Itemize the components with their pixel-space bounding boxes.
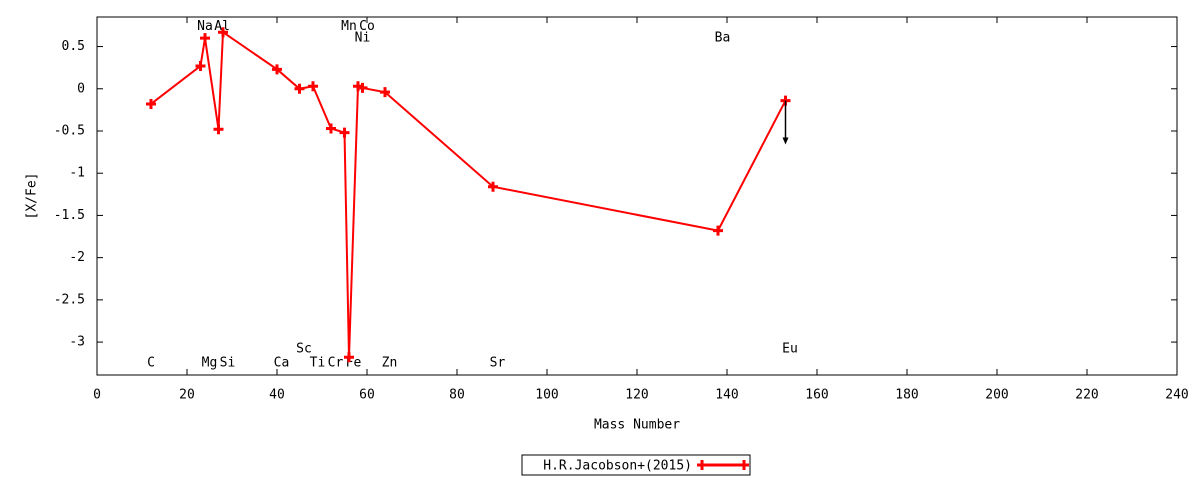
point-marker <box>200 33 210 44</box>
element-label: Eu <box>782 341 798 356</box>
x-tick-label: 140 <box>715 388 738 403</box>
element-label: Mg <box>202 356 218 371</box>
element-label: Na <box>197 19 213 34</box>
x-tick-label: 180 <box>895 388 918 403</box>
point-marker <box>488 181 498 192</box>
y-tick-label: -3 <box>69 335 85 350</box>
legend-label: H.R.Jacobson+(2015) <box>543 459 692 474</box>
element-label: Ca <box>274 356 290 371</box>
x-tick-label: 160 <box>805 388 828 403</box>
y-tick-label: -1.5 <box>54 208 85 223</box>
element-label: Ni <box>355 31 371 46</box>
x-tick-label: 0 <box>93 388 101 403</box>
element-label: Sc <box>296 341 312 356</box>
series-line <box>150 30 787 358</box>
x-tick-label: 240 <box>1165 388 1188 403</box>
point-marker <box>357 82 368 93</box>
point-marker <box>339 127 350 138</box>
element-label: Sr <box>490 356 506 371</box>
x-tick-label: 100 <box>535 388 558 403</box>
point-marker <box>326 123 336 134</box>
x-tick-label: 80 <box>449 388 465 403</box>
point-marker <box>380 87 390 98</box>
y-axis-label: [X/Fe] <box>25 173 40 220</box>
y-tick-label: -1 <box>69 166 85 181</box>
x-tick-label: 60 <box>359 388 375 403</box>
element-label: Co <box>359 19 375 34</box>
point-marker <box>272 64 282 75</box>
y-tick-label: 0 <box>77 81 85 96</box>
point-marker <box>195 60 206 71</box>
plot-frame <box>96 16 1178 376</box>
x-tick-label: 40 <box>269 388 285 403</box>
element-label: Al <box>214 19 230 34</box>
element-label: Cr <box>328 356 344 371</box>
x-tick-label: 20 <box>179 388 195 403</box>
element-label: Zn <box>382 356 398 371</box>
point-marker <box>697 460 707 470</box>
y-tick-label: 0.5 <box>62 39 85 54</box>
element-label: Ti <box>310 356 326 371</box>
point-marker <box>739 460 749 470</box>
point-marker <box>294 83 305 94</box>
x-axis-label: Mass Number <box>594 418 680 433</box>
point-marker <box>713 225 723 236</box>
arrow-head <box>782 137 789 145</box>
x-tick-label: 220 <box>1075 388 1098 403</box>
x-tick-label: 200 <box>985 388 1008 403</box>
y-tick-label: -0.5 <box>54 123 85 138</box>
x-tick-label: 120 <box>625 388 648 403</box>
element-label: Ba <box>715 31 731 46</box>
point-marker <box>213 124 224 135</box>
y-tick-label: -2 <box>69 250 85 265</box>
point-marker <box>218 27 228 38</box>
element-label: C <box>147 356 155 371</box>
point-marker <box>344 352 354 363</box>
element-label: Mn <box>341 19 357 34</box>
point-marker <box>308 81 318 92</box>
point-marker <box>146 98 156 109</box>
legend-box <box>521 454 751 476</box>
element-label: Si <box>220 356 236 371</box>
y-tick-label: -2.5 <box>54 292 85 307</box>
